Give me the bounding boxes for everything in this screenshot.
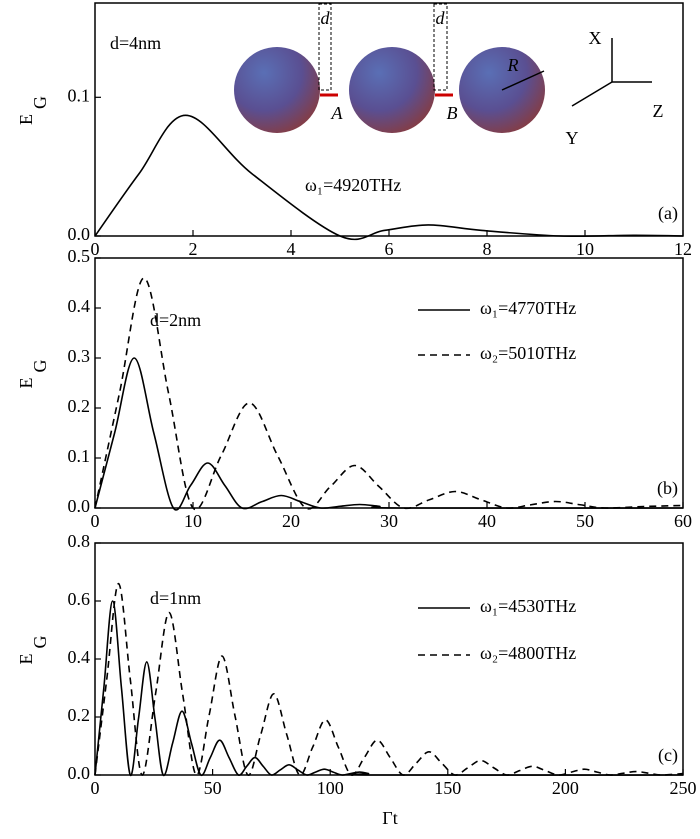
annotation: d=2nm — [150, 310, 201, 330]
y-tick-label: 0.1 — [68, 85, 91, 105]
y-axis-label-sub: G — [30, 636, 50, 649]
inset: d d A B R X Y Z — [234, 3, 664, 148]
series-line — [94, 582, 684, 776]
x-tick-label: 12 — [674, 239, 692, 259]
x-tick-label: 100 — [317, 778, 344, 798]
y-axis-label-sub: G — [30, 96, 50, 109]
x-tick-label: 0 — [91, 511, 100, 531]
y-tick-label: 0.0 — [68, 763, 91, 783]
gap-box — [318, 3, 332, 91]
x-tick-label: 40 — [478, 511, 496, 531]
gap-box — [433, 3, 448, 91]
x-tick-label: 6 — [385, 239, 394, 259]
y-axis-label: E — [16, 654, 36, 665]
y-tick-label: 0.4 — [68, 647, 91, 667]
x-tick-label: 50 — [576, 511, 594, 531]
inset-label: B — [447, 103, 458, 123]
y-tick-label: 0.2 — [68, 396, 91, 416]
x-tick-label: 8 — [483, 239, 492, 259]
annotation: d=1nm — [150, 588, 201, 608]
x-axis-label: Γt — [382, 808, 397, 828]
annotation: (c) — [658, 745, 678, 766]
series-line — [94, 114, 684, 241]
annotation: ω₁=4920THz — [305, 175, 401, 195]
y-tick-label: 0.1 — [68, 446, 91, 466]
y-tick-label: 0.4 — [68, 296, 91, 316]
y-axis-label: E — [16, 114, 36, 125]
y-axis-label: E — [16, 378, 36, 389]
inset-label: d — [436, 8, 446, 28]
sphere — [349, 47, 435, 133]
y-tick-label: 0.2 — [68, 705, 91, 725]
x-tick-label: 60 — [674, 511, 692, 531]
inset-label: Y — [566, 128, 579, 148]
plot-frame — [94, 542, 684, 776]
x-tick-label: 50 — [204, 778, 222, 798]
series-line — [94, 277, 684, 511]
inset-label: X — [589, 28, 602, 48]
legend-label: ω₂=4800THz — [480, 643, 576, 663]
annotation: d=4nm — [110, 33, 161, 53]
x-tick-label: 0 — [91, 778, 100, 798]
annotation: (a) — [658, 203, 678, 224]
legend-label: ω₁=4530THz — [480, 596, 576, 616]
x-tick-label: 30 — [380, 511, 398, 531]
y-axis-label-sub: G — [30, 360, 50, 373]
y-tick-label: 0.6 — [68, 589, 91, 609]
y-tick-label: 0.0 — [68, 496, 91, 516]
inset-label: R — [507, 55, 519, 75]
y-tick-label: 0.0 — [68, 224, 91, 244]
x-tick-label: 0 — [91, 239, 100, 259]
annotation: (b) — [657, 478, 678, 499]
x-tick-label: 2 — [189, 239, 198, 259]
x-tick-label: 10 — [576, 239, 594, 259]
y-tick-label: 0.8 — [68, 531, 91, 551]
x-tick-label: 250 — [670, 778, 697, 798]
x-tick-label: 10 — [184, 511, 202, 531]
x-tick-label: 150 — [434, 778, 461, 798]
inset-label: Z — [653, 101, 664, 121]
sphere — [234, 47, 320, 133]
inset-label: A — [331, 103, 344, 123]
x-tick-label: 200 — [552, 778, 579, 798]
inset-label: d — [321, 8, 331, 28]
x-tick-label: 20 — [282, 511, 300, 531]
plot-frame — [94, 257, 684, 509]
axis-arrow — [571, 81, 613, 107]
legend-label: ω₂=5010THz — [480, 343, 576, 363]
y-tick-label: 0.5 — [68, 246, 91, 266]
series-line — [94, 600, 684, 777]
x-tick-label: 4 — [287, 239, 296, 259]
series-line — [94, 357, 684, 511]
y-tick-label: 0.3 — [68, 346, 91, 366]
legend-label: ω₁=4770THz — [480, 298, 576, 318]
radius-arrow — [501, 70, 545, 91]
